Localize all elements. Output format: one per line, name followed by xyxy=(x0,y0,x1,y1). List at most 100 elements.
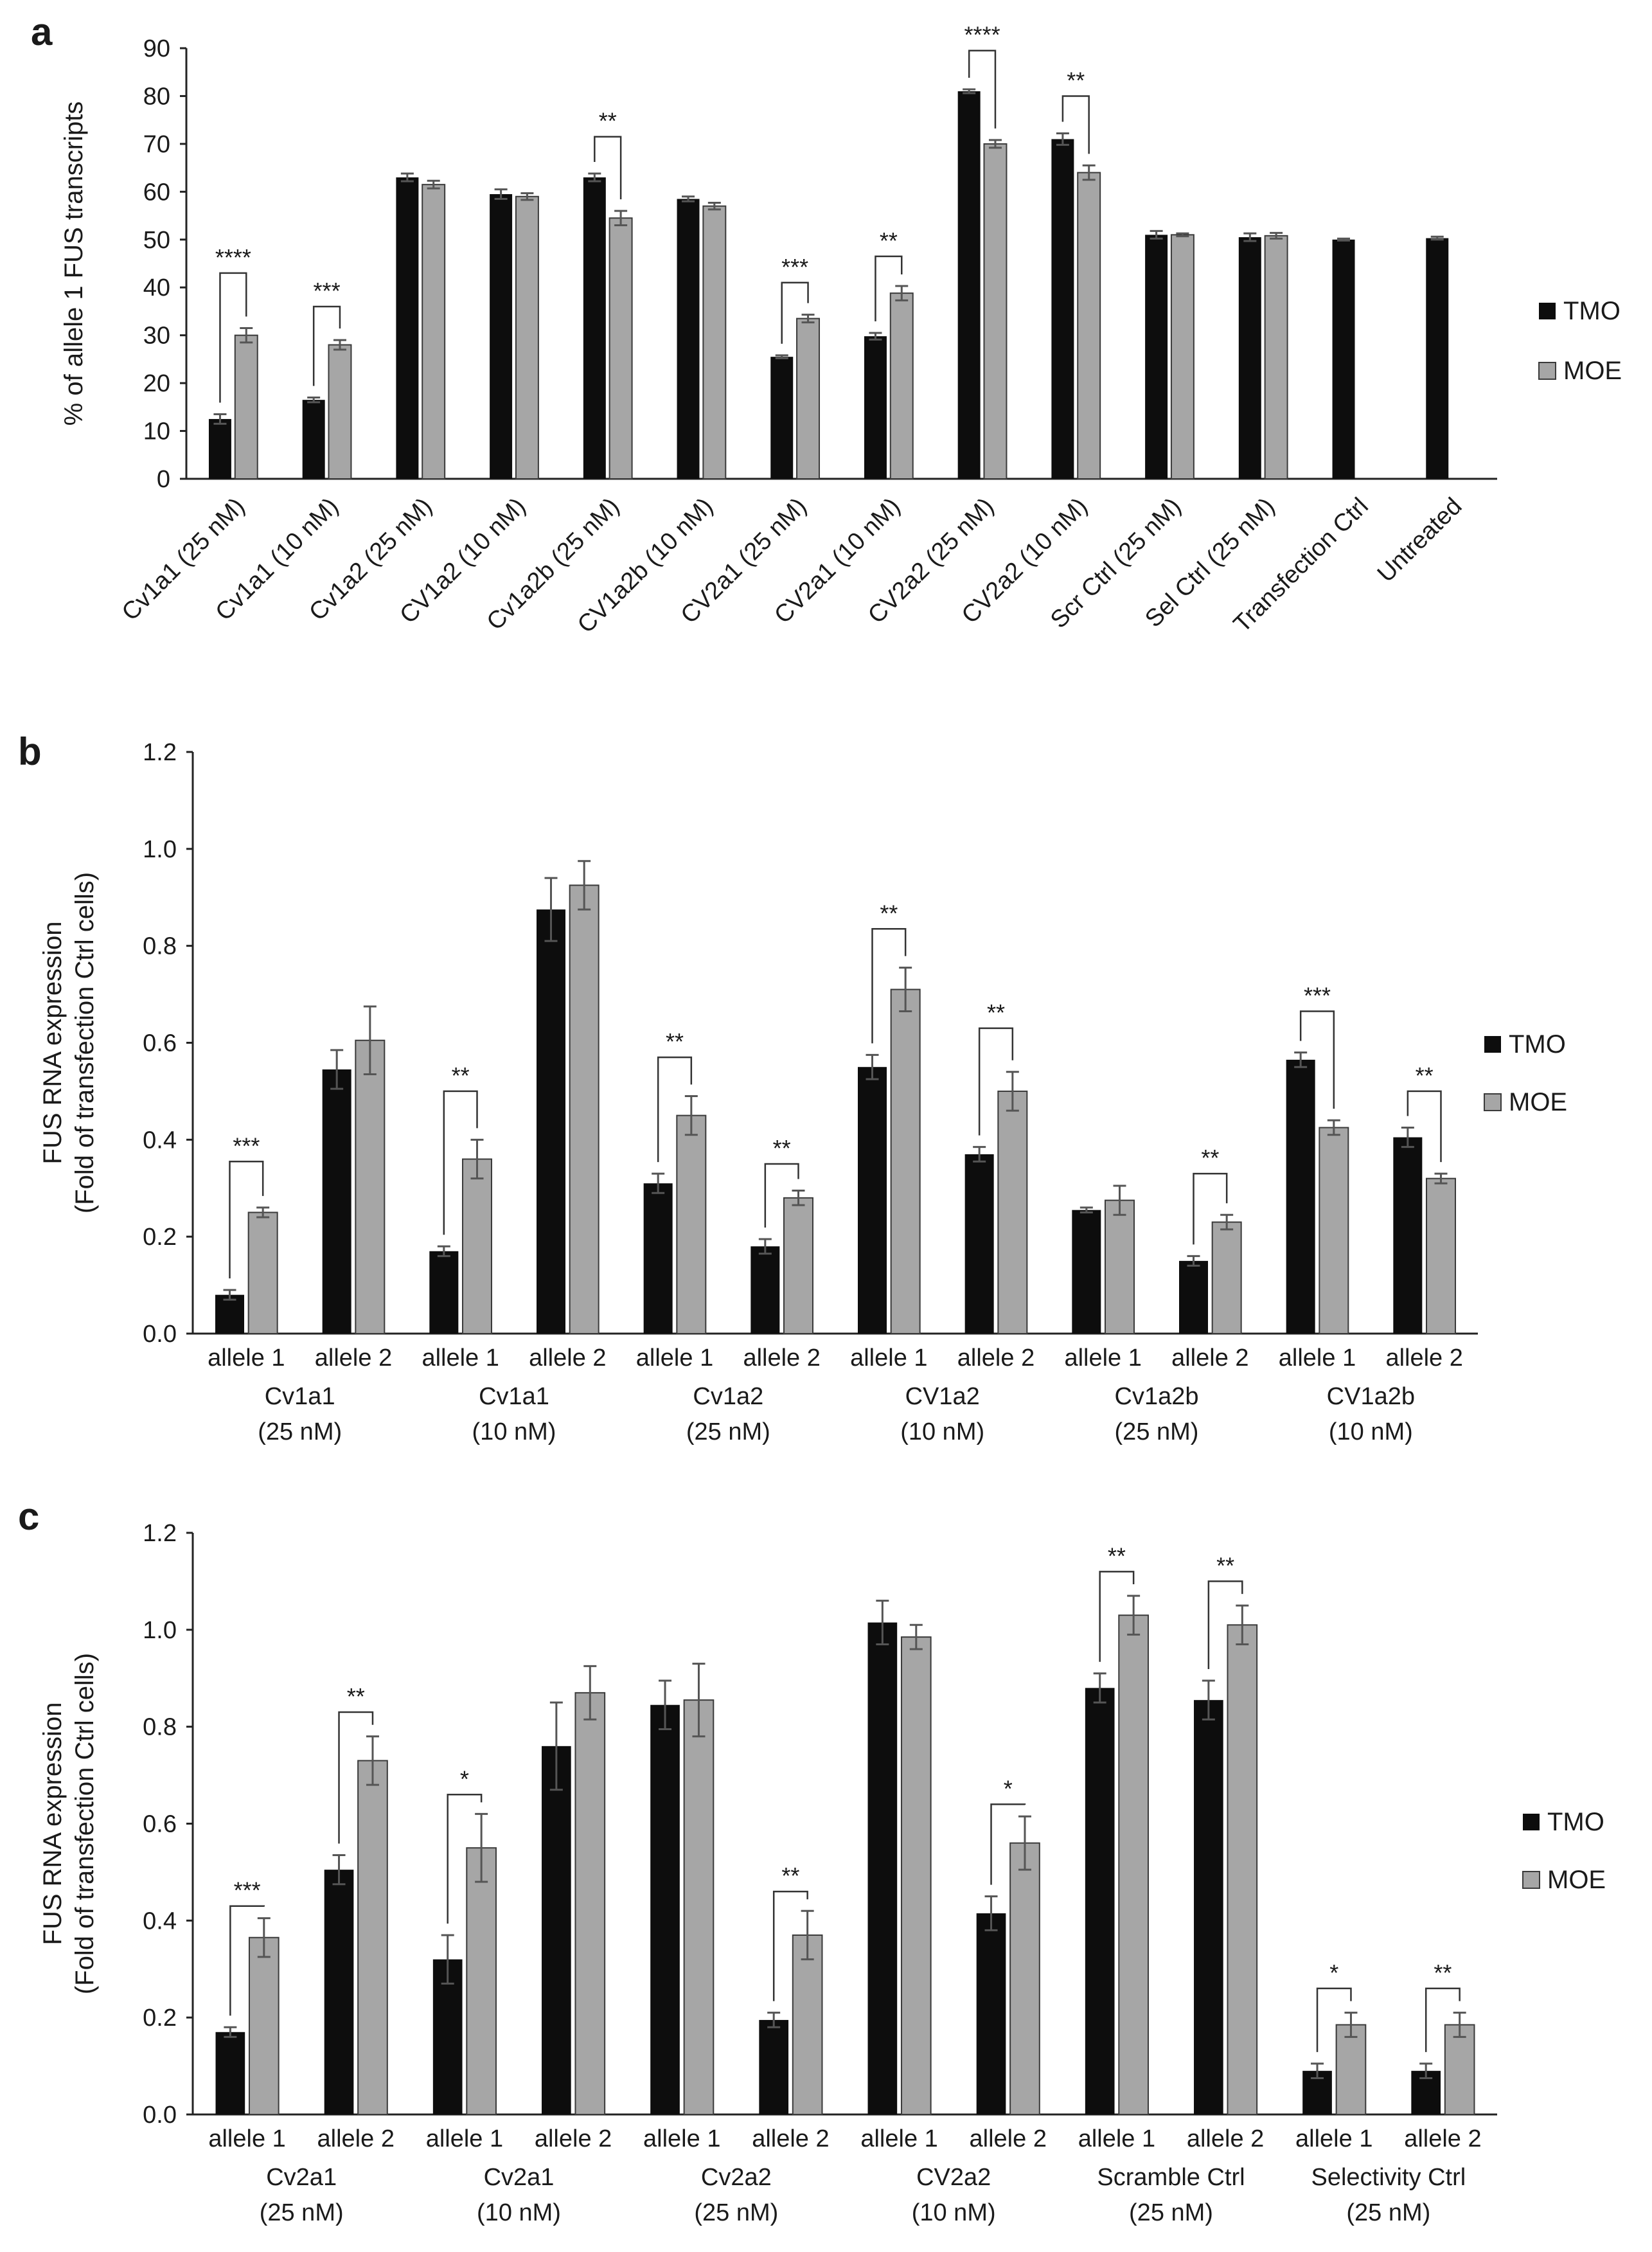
bar-tmo-3 xyxy=(490,194,513,479)
x-category-label: allele 2 xyxy=(1187,2125,1264,2152)
significance-stars-0: *** xyxy=(233,1132,260,1159)
bar-tmo-1 xyxy=(322,1069,351,1334)
bar-tmo-1 xyxy=(324,1870,354,2114)
bar-tmo-4 xyxy=(583,177,606,479)
x-category-label: allele 2 xyxy=(743,1345,820,1372)
significance-bracket-8 xyxy=(968,49,997,129)
x-category-label: allele 2 xyxy=(529,1345,606,1372)
y-tick-label: 0.4 xyxy=(143,1127,177,1154)
bar-moe-10 xyxy=(1335,2024,1367,2116)
bar-moe-11 xyxy=(1426,1177,1456,1334)
significance-stars-5: ** xyxy=(773,1135,791,1161)
significance-bracket-7 xyxy=(978,1027,1014,1136)
bar-moe-1 xyxy=(357,1760,388,2115)
bar-moe-0 xyxy=(234,334,258,480)
bar-moe-0 xyxy=(247,1211,278,1335)
y-tick-label: 1.0 xyxy=(143,836,177,863)
y-tick-label: 0 xyxy=(157,466,170,493)
y-axis-title: % of allele 1 FUS transcripts xyxy=(60,102,88,426)
y-tick-label: 30 xyxy=(143,323,170,350)
bar-moe-2 xyxy=(462,1158,492,1334)
x-group-concentration: (10 nM) xyxy=(1329,1418,1413,1445)
panel-letter-a: a xyxy=(31,10,53,53)
legend-swatch-moe xyxy=(1484,1093,1502,1111)
x-category-label: allele 2 xyxy=(957,1345,1035,1372)
legend-swatch-tmo xyxy=(1484,1036,1501,1053)
x-group-concentration: (25 nM) xyxy=(1346,2199,1430,2226)
x-category-label: allele 2 xyxy=(970,2125,1047,2152)
legend-swatch-moe xyxy=(1522,1871,1540,1889)
bar-moe-3 xyxy=(515,195,539,479)
bar-moe-6 xyxy=(890,988,921,1334)
significance-bracket-5 xyxy=(772,1890,808,2001)
x-category-label: allele 1 xyxy=(850,1345,927,1372)
bar-moe-4 xyxy=(676,1114,707,1334)
bar-tmo-7 xyxy=(976,1913,1006,2114)
significance-stars-10: *** xyxy=(1304,982,1331,1008)
legend-swatch-moe xyxy=(1538,362,1556,380)
y-tick-label: 80 xyxy=(143,83,170,110)
bar-tmo-13 xyxy=(1426,238,1449,479)
bar-moe-5 xyxy=(702,205,727,479)
y-tick-label: 20 xyxy=(143,370,170,397)
significance-bracket-9 xyxy=(1207,1580,1243,1670)
x-category-label: allele 2 xyxy=(315,1345,392,1372)
legend-label-tmo: TMO xyxy=(1547,1808,1604,1836)
significance-stars-9: ** xyxy=(1201,1145,1219,1171)
y-tick-label: 1.2 xyxy=(143,1520,177,1547)
x-group-name: CV2a2 xyxy=(916,2164,991,2191)
x-category-label: allele 2 xyxy=(1404,2125,1481,2152)
y-tick-label: 0.2 xyxy=(143,1224,177,1251)
x-category-label: allele 1 xyxy=(426,2125,503,2152)
y-tick-label: 0.0 xyxy=(143,1321,177,1348)
bar-tmo-4 xyxy=(643,1183,673,1334)
bar-moe-4 xyxy=(608,217,633,479)
bar-tmo-4 xyxy=(650,1704,680,2114)
x-category-label: allele 2 xyxy=(317,2125,395,2152)
x-category-label: allele 1 xyxy=(643,2125,720,2152)
bar-moe-1 xyxy=(355,1039,386,1334)
significance-bracket-1 xyxy=(312,305,341,386)
y-tick-label: 0.8 xyxy=(143,1714,177,1741)
significance-bracket-5 xyxy=(764,1163,799,1228)
x-category-label: allele 1 xyxy=(422,1345,499,1372)
bar-tmo-5 xyxy=(751,1246,780,1334)
bar-tmo-9 xyxy=(1051,139,1074,479)
significance-stars-6: *** xyxy=(781,254,808,280)
significance-bracket-10 xyxy=(1316,1987,1352,2052)
y-tick-label: 1.0 xyxy=(143,1617,177,1644)
y-tick-label: 50 xyxy=(143,227,170,254)
significance-stars-8: **** xyxy=(964,22,1000,48)
bar-tmo-9 xyxy=(1179,1260,1208,1334)
significance-bracket-0 xyxy=(219,272,247,403)
bar-moe-11 xyxy=(1444,2024,1475,2116)
significance-stars-11: ** xyxy=(1416,1062,1434,1089)
bar-moe-0 xyxy=(248,1936,280,2116)
bar-moe-11 xyxy=(1264,235,1288,479)
y-tick-label: 0.0 xyxy=(143,2102,177,2129)
significance-bracket-6 xyxy=(871,928,907,1044)
y-axis-subtitle: (Fold of transfection Ctrl cells) xyxy=(71,872,99,1213)
bar-tmo-2 xyxy=(432,1959,463,2114)
bar-moe-3 xyxy=(574,1692,606,2115)
bar-tmo-10 xyxy=(1286,1059,1315,1334)
significance-stars-1: ** xyxy=(347,1683,365,1710)
panel-b-chart: b 0.0 0.2 0.4 0.6 0.8 1.0 1.2 FUS RNA expression… xyxy=(18,730,1567,1445)
x-group-name: Cv2a1 xyxy=(484,2164,555,2191)
panel-letter-b: b xyxy=(18,730,42,773)
significance-bracket-6 xyxy=(781,282,809,344)
x-category-label: allele 1 xyxy=(636,1345,713,1372)
bar-tmo-10 xyxy=(1145,235,1168,479)
y-tick-label: 60 xyxy=(143,179,170,206)
significance-stars-2: * xyxy=(460,1765,469,1792)
significance-bracket-7 xyxy=(990,1803,1026,1885)
x-category-label: allele 1 xyxy=(208,1345,285,1372)
significance-bracket-2 xyxy=(447,1794,483,1924)
bar-tmo-5 xyxy=(677,199,700,479)
x-group-name: Cv1a1 xyxy=(479,1383,549,1410)
bar-tmo-0 xyxy=(215,2032,245,2114)
x-group-name: Cv2a2 xyxy=(701,2164,772,2191)
bar-moe-1 xyxy=(328,344,352,479)
significance-stars-7: ** xyxy=(880,228,898,254)
x-category-label: allele 1 xyxy=(1078,2125,1155,2152)
